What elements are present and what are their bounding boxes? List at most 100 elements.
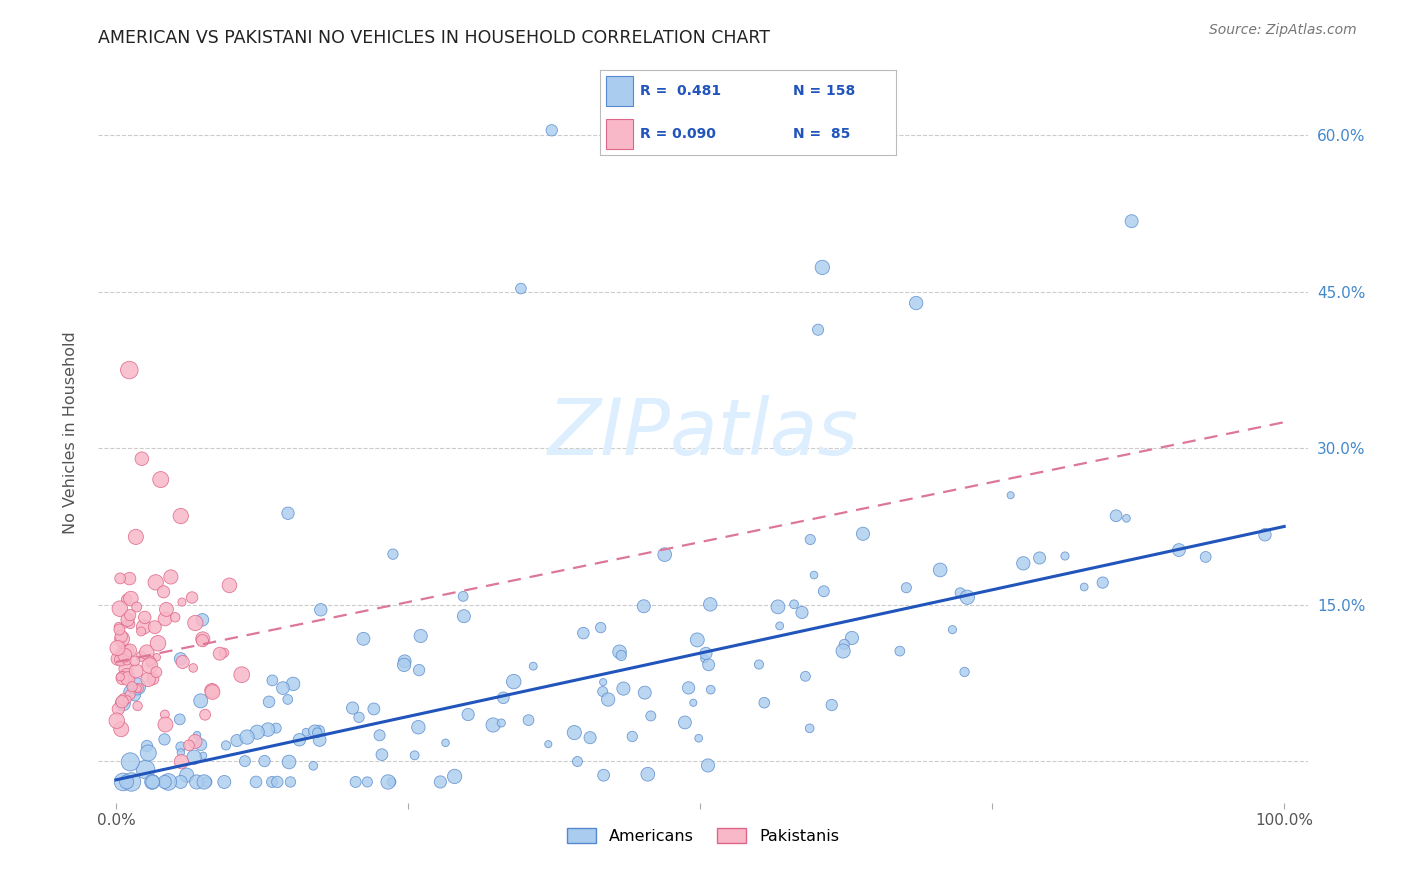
Point <box>754 696 776 710</box>
Point <box>344 775 367 789</box>
Point <box>170 595 193 609</box>
Point <box>108 601 131 615</box>
Point <box>621 730 644 744</box>
Point <box>170 775 193 789</box>
Point <box>1091 575 1114 590</box>
Point <box>165 610 187 624</box>
Point <box>811 260 834 275</box>
Point <box>443 769 465 783</box>
Point <box>688 731 710 746</box>
Point <box>673 715 696 730</box>
Point <box>155 717 177 731</box>
Point <box>136 673 159 687</box>
Point <box>309 603 332 617</box>
Point <box>288 732 311 747</box>
Point <box>509 282 531 296</box>
Point <box>790 606 813 620</box>
Point <box>572 626 595 640</box>
Point <box>807 323 830 337</box>
Point <box>236 730 259 744</box>
Point <box>1012 557 1035 571</box>
Y-axis label: No Vehicles in Household: No Vehicles in Household <box>63 331 77 534</box>
Point <box>482 718 505 732</box>
Point <box>540 123 562 137</box>
Point <box>363 702 385 716</box>
Point <box>699 598 721 612</box>
Point <box>136 746 159 760</box>
Point <box>233 754 256 768</box>
Point <box>678 681 700 695</box>
Point <box>186 728 208 742</box>
Point <box>191 633 214 648</box>
Point <box>124 654 146 668</box>
Point <box>190 694 212 708</box>
Point <box>157 775 180 789</box>
Point <box>953 665 976 679</box>
Point <box>139 658 162 673</box>
Point <box>654 548 676 562</box>
Point <box>295 725 318 739</box>
Point <box>132 620 155 634</box>
Point <box>491 716 513 731</box>
Point <box>246 725 269 739</box>
Point <box>169 712 191 726</box>
Point <box>699 682 721 697</box>
Point <box>841 631 863 645</box>
Point <box>177 739 200 753</box>
Point <box>111 697 134 711</box>
Point <box>889 644 911 658</box>
Point <box>262 673 284 688</box>
Point <box>195 775 218 789</box>
Point <box>949 586 972 600</box>
Point <box>170 746 193 760</box>
Point <box>110 653 132 667</box>
Point <box>394 654 416 668</box>
Point <box>832 637 855 651</box>
Point <box>748 657 770 672</box>
Point <box>118 572 141 586</box>
Point <box>592 684 614 698</box>
Point <box>139 654 162 668</box>
Point <box>120 608 142 623</box>
Point <box>302 759 325 773</box>
Point <box>941 623 963 637</box>
Point <box>280 775 302 789</box>
Point <box>110 722 132 736</box>
Point <box>592 675 614 690</box>
Point <box>1053 549 1076 563</box>
Point <box>852 526 875 541</box>
Point <box>149 473 172 487</box>
Point <box>342 701 364 715</box>
Point <box>108 623 131 637</box>
Point <box>517 713 540 727</box>
Point <box>352 632 374 646</box>
Point <box>112 775 135 789</box>
Point <box>194 707 217 722</box>
Point <box>429 775 451 789</box>
Point <box>170 509 193 524</box>
Point <box>117 692 139 706</box>
Point <box>114 648 136 662</box>
Point <box>125 530 148 544</box>
Point <box>408 663 430 677</box>
Point <box>115 662 138 676</box>
Point <box>186 775 208 789</box>
Point <box>127 681 149 696</box>
Point <box>115 644 138 658</box>
Point <box>1073 580 1095 594</box>
Point <box>145 575 167 590</box>
Point <box>218 578 240 592</box>
Point <box>145 650 167 665</box>
Point <box>260 775 283 789</box>
Point <box>136 739 159 753</box>
Point <box>356 775 378 789</box>
Point <box>127 698 149 713</box>
Point <box>634 686 657 700</box>
Point <box>169 652 191 666</box>
Point <box>783 597 806 611</box>
Text: AMERICAN VS PAKISTANI NO VEHICLES IN HOUSEHOLD CORRELATION CHART: AMERICAN VS PAKISTANI NO VEHICLES IN HOU… <box>98 29 770 47</box>
Point <box>201 683 224 698</box>
Point <box>799 721 821 735</box>
Point <box>266 775 288 789</box>
Text: ZIPatlas: ZIPatlas <box>547 394 859 471</box>
